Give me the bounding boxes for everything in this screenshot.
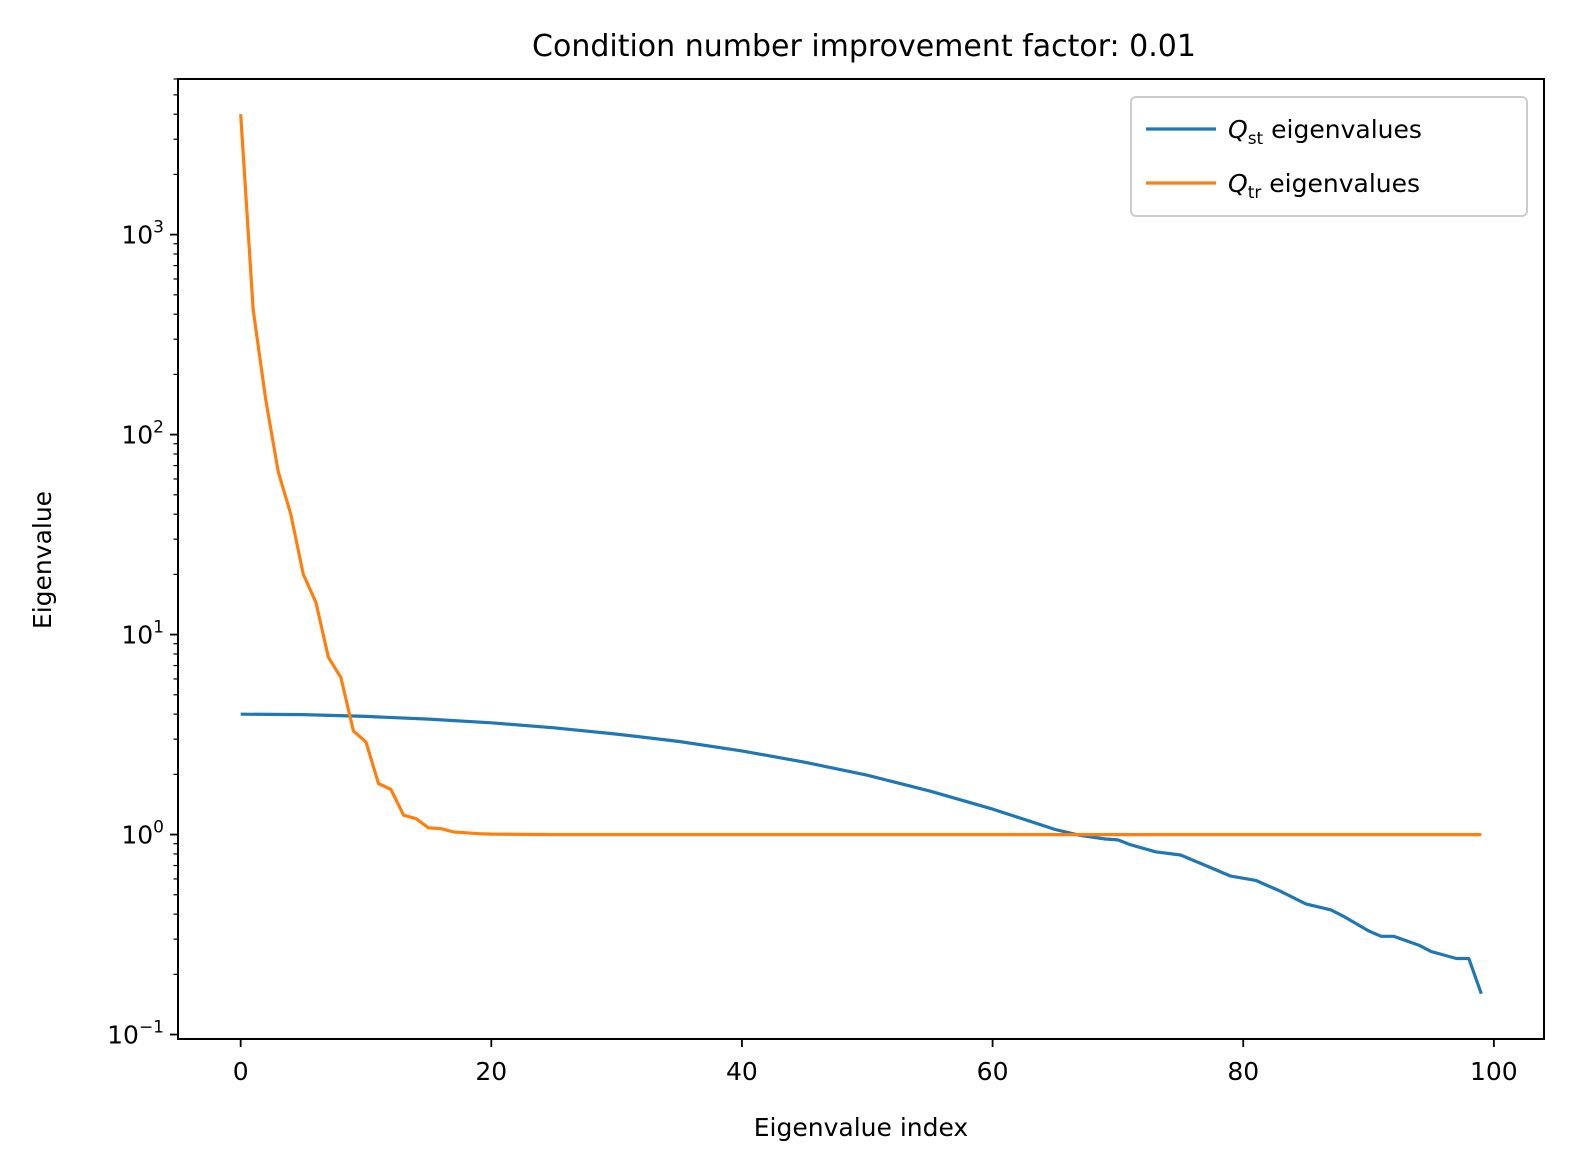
x-tick-label: 60 <box>977 1057 1009 1086</box>
x-tick-label: 0 <box>233 1057 249 1086</box>
x-tick-label: 40 <box>726 1057 758 1086</box>
y-axis-minor-ticks <box>173 78 178 975</box>
x-tick-label: 100 <box>1470 1057 1518 1086</box>
plot-frame <box>177 78 1545 1040</box>
legend-label-tr: Qtr eigenvalues <box>1228 169 1420 203</box>
legend-label-st: Qst eigenvalues <box>1228 115 1422 149</box>
plot-lines <box>239 114 1483 995</box>
y-tick-label: 103 <box>121 218 164 250</box>
x-axis-ticks: 0 20 40 60 80 100 <box>233 1039 1518 1086</box>
y-axis-label: Eigenvalue <box>28 491 57 629</box>
x-tick-label: 20 <box>475 1057 507 1086</box>
chart-title: Condition number improvement factor: 0.0… <box>532 29 1196 64</box>
y-tick-label: 10−1 <box>107 1018 164 1050</box>
legend: Qst eigenvalues Qtr eigenvalues <box>1130 96 1528 217</box>
y-tick-label: 102 <box>121 418 164 450</box>
legend-box <box>1130 96 1528 217</box>
y-axis-ticks: 10−1 100 101 102 103 <box>107 218 178 1050</box>
y-tick-label: 100 <box>121 818 164 850</box>
x-tick-label: 80 <box>1227 1057 1259 1086</box>
series-line-tr <box>239 114 1482 837</box>
x-axis-label: Eigenvalue index <box>754 1113 968 1142</box>
series-line-st <box>240 712 1483 995</box>
y-tick-label: 101 <box>121 618 164 650</box>
